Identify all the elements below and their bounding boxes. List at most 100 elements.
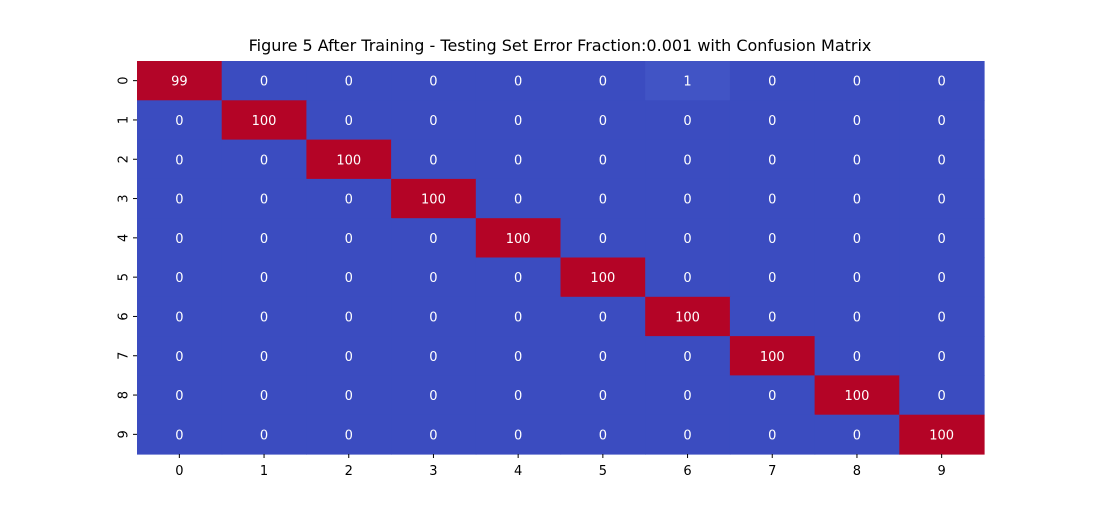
heatmap-cell-r4-c5 <box>560 218 646 259</box>
heatmap-cell-r9-c2 <box>306 414 392 455</box>
cell-value-label: 100 <box>760 350 785 365</box>
heatmap-cell-r2-c0 <box>137 139 223 180</box>
cell-value-label: 0 <box>429 153 437 168</box>
cell-value-label: 0 <box>429 75 437 90</box>
heatmap-cell-r4-c4 <box>475 218 562 259</box>
cell-value-label: 0 <box>514 114 522 129</box>
x-tick-label: 1 <box>260 464 268 479</box>
heatmap-cell-r1-c4 <box>475 100 562 141</box>
cell-value-label: 100 <box>929 428 954 443</box>
x-tick-label: 6 <box>683 464 691 479</box>
heatmap-cell-r4-c1 <box>221 218 307 259</box>
cell-value-label: 0 <box>599 389 607 404</box>
heatmap-cell-r3-c7 <box>729 178 816 219</box>
heatmap-cell-r1-c0 <box>137 100 223 141</box>
cell-value-label: 0 <box>938 153 946 168</box>
heatmap-cell-r7-c9 <box>899 336 985 376</box>
heatmap-cell-r7-c5 <box>560 336 646 376</box>
heatmap-cell-r6-c5 <box>560 296 646 337</box>
heatmap-cell-r5-c6 <box>645 257 731 298</box>
x-tick-label: 0 <box>175 464 183 479</box>
heatmap-cell-r0-c3 <box>391 61 477 101</box>
cell-value-label: 0 <box>514 75 522 90</box>
cell-value-label: 0 <box>938 271 946 286</box>
cell-value-label: 0 <box>599 232 607 247</box>
heatmap-cell-r9-c7 <box>729 414 816 455</box>
cell-value-label: 0 <box>514 389 522 404</box>
heatmap-cell-r3-c6 <box>645 178 731 219</box>
cell-value-label: 0 <box>260 350 268 365</box>
cell-value-label: 0 <box>260 232 268 247</box>
cell-value-label: 0 <box>345 428 353 443</box>
heatmap-cell-r4-c6 <box>645 218 731 259</box>
cell-value-label: 0 <box>175 193 183 208</box>
heatmap-cell-r5-c0 <box>137 257 223 298</box>
cell-value-label: 0 <box>768 75 776 90</box>
x-tick-label: 5 <box>599 464 607 479</box>
heatmap-cell-r7-c6 <box>645 336 731 376</box>
cell-value-label: 0 <box>599 153 607 168</box>
heatmap-cell-r6-c4 <box>475 296 562 337</box>
cell-value-label: 0 <box>768 389 776 404</box>
heatmap-cell-r9-c8 <box>814 414 900 455</box>
heatmap-cell-r4-c8 <box>814 218 900 259</box>
heatmap-cell-r0-c5 <box>560 61 646 101</box>
cell-value-label: 0 <box>853 232 861 247</box>
cell-value-label: 0 <box>768 153 776 168</box>
cell-value-label: 0 <box>175 389 183 404</box>
x-tick-label: 2 <box>345 464 353 479</box>
heatmap-cell-r1-c9 <box>899 100 985 141</box>
cell-value-label: 0 <box>260 75 268 90</box>
heatmap-cell-r7-c8 <box>814 336 900 376</box>
cell-value-label: 1 <box>683 75 691 90</box>
heatmap-cell-r9-c3 <box>391 414 477 455</box>
cell-value-label: 0 <box>683 428 691 443</box>
cell-value-label: 0 <box>429 114 437 129</box>
cell-value-label: 0 <box>514 428 522 443</box>
cell-value-label: 0 <box>345 193 353 208</box>
x-tick-label: 9 <box>938 464 946 479</box>
cell-value-label: 0 <box>345 310 353 325</box>
heatmap-cell-r4-c2 <box>306 218 392 259</box>
heatmap-cell-r4-c7 <box>729 218 816 259</box>
cell-value-label: 0 <box>175 114 183 129</box>
cell-value-label: 0 <box>599 114 607 129</box>
heatmap-cell-r1-c3 <box>391 100 477 141</box>
heatmap-cell-r0-c1 <box>221 61 307 101</box>
heatmap-cell-r2-c5 <box>560 139 646 180</box>
heatmap-cell-r6-c6 <box>645 296 731 337</box>
cell-value-label: 0 <box>599 428 607 443</box>
heatmap-cell-r5-c3 <box>391 257 477 298</box>
heatmap-cell-r1-c5 <box>560 100 646 141</box>
heatmap-cell-r0-c2 <box>306 61 392 101</box>
heatmap-cell-r2-c9 <box>899 139 985 180</box>
heatmap-cell-r9-c4 <box>475 414 562 455</box>
cell-value-label: 0 <box>429 389 437 404</box>
cell-value-label: 100 <box>421 193 446 208</box>
cell-value-label: 0 <box>345 75 353 90</box>
heatmap-cell-r8-c9 <box>899 375 985 416</box>
cell-value-label: 0 <box>599 310 607 325</box>
x-tick-label: 4 <box>514 464 522 479</box>
heatmap-cell-r7-c3 <box>391 336 477 376</box>
heatmap-cell-r3-c5 <box>560 178 646 219</box>
cell-value-label: 99 <box>171 75 188 90</box>
cell-value-label: 100 <box>590 271 615 286</box>
cell-value-label: 0 <box>853 310 861 325</box>
cell-value-label: 0 <box>175 310 183 325</box>
heatmap-cell-r3-c9 <box>899 178 985 219</box>
cell-value-label: 0 <box>683 153 691 168</box>
cell-value-label: 0 <box>345 350 353 365</box>
heatmap-cell-r1-c6 <box>645 100 731 141</box>
heatmap-cell-r8-c0 <box>137 375 223 416</box>
cell-value-label: 0 <box>938 389 946 404</box>
heatmap-cell-r8-c2 <box>306 375 392 416</box>
heatmap-cell-r4-c9 <box>899 218 985 259</box>
heatmap-cell-r3-c3 <box>391 178 477 219</box>
cell-value-label: 100 <box>845 389 870 404</box>
heatmap-cell-r9-c9 <box>899 414 985 455</box>
cell-value-label: 0 <box>345 232 353 247</box>
heatmap-cell-r8-c6 <box>645 375 731 416</box>
heatmap-cell-r7-c7 <box>729 336 816 376</box>
